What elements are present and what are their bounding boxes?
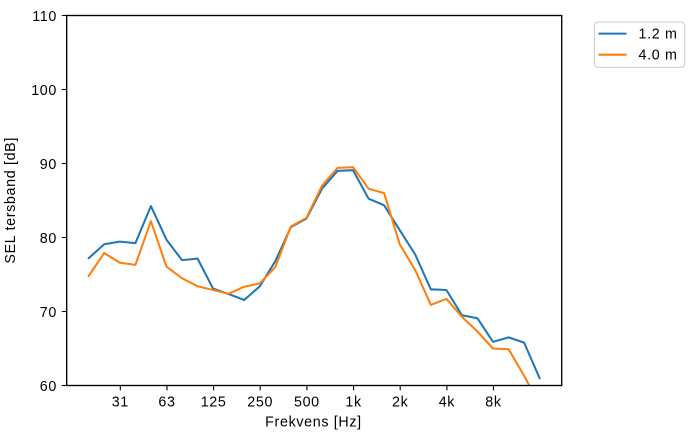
svg-text:2k: 2k xyxy=(392,395,409,411)
svg-text:Frekvens [Hz]: Frekvens [Hz] xyxy=(265,415,362,431)
svg-text:125: 125 xyxy=(201,395,227,411)
svg-text:70: 70 xyxy=(40,305,57,321)
svg-text:4k: 4k xyxy=(439,395,456,411)
svg-text:110: 110 xyxy=(32,9,57,25)
svg-text:4.0 m: 4.0 m xyxy=(639,48,678,64)
svg-text:8k: 8k xyxy=(485,395,502,411)
svg-text:250: 250 xyxy=(247,395,273,411)
svg-text:31: 31 xyxy=(112,395,129,411)
svg-text:500: 500 xyxy=(294,395,320,411)
svg-text:63: 63 xyxy=(158,395,175,411)
svg-text:SEL tersband [dB]: SEL tersband [dB] xyxy=(3,137,19,264)
svg-text:90: 90 xyxy=(40,157,57,173)
svg-text:80: 80 xyxy=(40,231,57,247)
svg-text:1k: 1k xyxy=(345,395,362,411)
svg-text:1.2 m: 1.2 m xyxy=(639,27,678,43)
svg-text:60: 60 xyxy=(40,379,57,395)
svg-text:100: 100 xyxy=(31,83,57,99)
